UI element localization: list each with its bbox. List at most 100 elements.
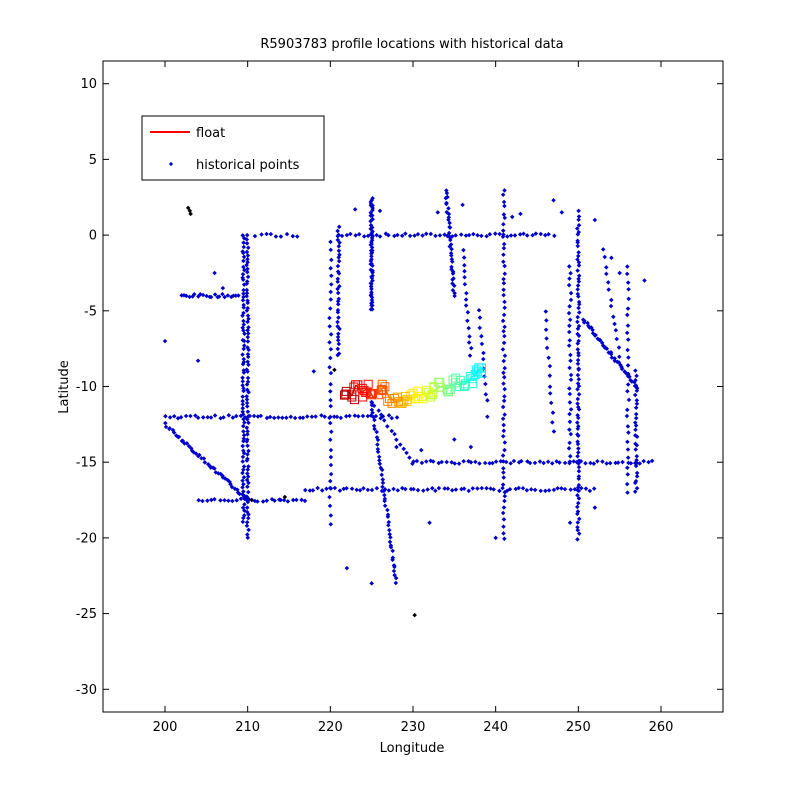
historical-point	[625, 465, 630, 471]
historical-point	[502, 324, 507, 330]
float-profile-marker	[376, 385, 386, 395]
historical-point	[246, 420, 251, 425]
historical-point	[473, 459, 478, 465]
historical-point	[566, 310, 572, 316]
historical-point	[551, 429, 557, 434]
historical-point	[543, 488, 548, 494]
historical-point	[290, 233, 296, 239]
historical-point	[212, 270, 217, 276]
historical-point	[500, 318, 506, 324]
historical-point	[347, 413, 352, 419]
historical-point	[575, 386, 580, 392]
historical-point	[501, 466, 506, 471]
historical-point	[543, 309, 549, 314]
historical-point	[385, 507, 390, 513]
historical-point	[568, 271, 573, 276]
historical-point	[576, 450, 581, 455]
historical-point	[481, 350, 486, 356]
historical-point	[590, 327, 595, 333]
historical-point	[205, 414, 210, 420]
historical-point	[501, 517, 507, 522]
historical-point	[240, 297, 246, 303]
float-profile-marker	[471, 365, 481, 375]
historical-point	[466, 232, 472, 238]
historical-point	[567, 365, 572, 371]
historical-point	[419, 460, 425, 466]
historical-point	[444, 201, 449, 207]
historical-point	[335, 337, 341, 343]
historical-point	[593, 332, 598, 338]
historical-point	[450, 287, 456, 293]
historical-point	[245, 409, 251, 414]
historical-point	[327, 503, 333, 509]
historical-point	[500, 485, 505, 491]
historical-point	[575, 493, 580, 498]
historical-point	[276, 415, 281, 420]
historical-point	[411, 486, 416, 492]
historical-point	[600, 459, 605, 464]
historical-point	[391, 486, 396, 492]
historical-point	[576, 433, 581, 439]
historical-point	[608, 297, 614, 303]
historical-point	[328, 370, 334, 376]
historical-point	[336, 315, 341, 320]
historical-point	[222, 294, 227, 300]
historical-point	[567, 317, 573, 323]
historical-point	[335, 286, 340, 292]
historical-point	[244, 425, 250, 431]
historical-point	[297, 415, 303, 421]
historical-point	[568, 372, 574, 378]
y-axis-label: Latitude	[57, 360, 72, 414]
historical-point	[212, 413, 218, 418]
historical-point	[328, 282, 334, 287]
historical-point	[437, 233, 443, 238]
historical-point	[626, 296, 631, 302]
historical-point	[634, 398, 640, 403]
historical-point	[475, 486, 480, 491]
historical-point	[545, 459, 551, 464]
historical-point	[575, 347, 581, 352]
historical-point	[376, 454, 382, 460]
historical-point	[568, 454, 573, 459]
historical-point	[462, 274, 467, 280]
historical-point	[568, 358, 573, 363]
historical-point	[244, 397, 250, 402]
historical-point	[625, 264, 630, 269]
historical-point	[234, 498, 239, 503]
historical-point	[567, 459, 573, 464]
historical-point	[532, 487, 538, 493]
historical-point	[625, 306, 631, 311]
historical-point	[462, 281, 468, 287]
historical-point	[386, 488, 392, 493]
historical-point	[608, 303, 614, 309]
historical-point	[625, 388, 630, 394]
historical-point	[611, 314, 616, 320]
historical-point	[344, 565, 350, 571]
historical-point	[352, 413, 358, 418]
historical-point	[550, 410, 556, 415]
y-tick-label: 10	[80, 77, 97, 92]
historical-point	[394, 415, 400, 420]
historical-point	[377, 461, 383, 467]
float-profile-marker	[353, 380, 363, 390]
historical-point	[575, 537, 580, 542]
historical-point	[576, 279, 582, 284]
historical-point	[242, 331, 247, 336]
historical-point	[241, 370, 247, 375]
legend-historical-swatch	[168, 161, 174, 167]
historical-point	[612, 356, 617, 361]
historical-point	[606, 287, 611, 292]
historical-point	[240, 443, 245, 449]
historical-point	[216, 294, 222, 299]
historical-point	[369, 295, 375, 300]
historical-point	[633, 423, 639, 428]
historical-point	[335, 302, 341, 307]
historical-point	[493, 535, 498, 541]
historical-point	[241, 386, 246, 391]
historical-point	[501, 428, 507, 434]
historical-point	[336, 331, 341, 336]
historical-point	[465, 318, 470, 324]
historical-point	[604, 265, 609, 270]
historical-point	[568, 377, 574, 382]
historical-point	[633, 405, 639, 411]
